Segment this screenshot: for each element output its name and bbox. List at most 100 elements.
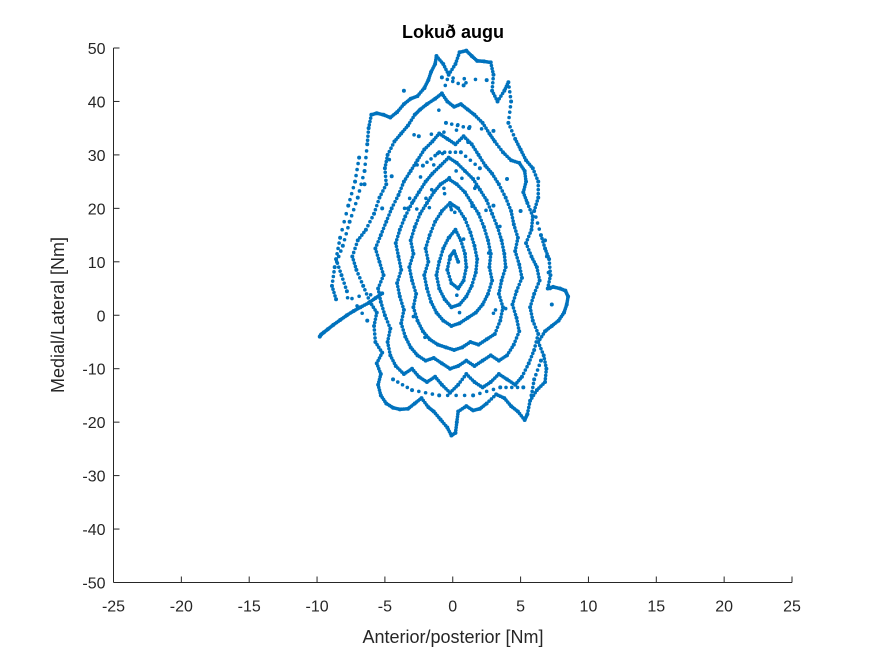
y-tick-label: 40 [88, 94, 106, 111]
trajectory-dot [426, 290, 430, 294]
trajectory-dot [376, 239, 380, 244]
trajectory-dot [442, 243, 447, 248]
trajectory-dot [358, 276, 362, 280]
data-point [517, 262, 522, 267]
data-point [529, 393, 534, 398]
trajectory-dot [424, 196, 428, 201]
trajectory-dot [456, 123, 460, 127]
trajectory-dot [367, 123, 372, 127]
trajectory-dot [516, 286, 520, 290]
trajectory-dot [518, 269, 523, 273]
trajectory-dot [353, 201, 358, 206]
data-point [443, 120, 448, 125]
data-point [475, 257, 480, 262]
data-point [449, 281, 454, 286]
trajectory-dot [531, 351, 535, 356]
trajectory-dot [370, 215, 374, 220]
trajectory-dot [467, 289, 471, 294]
data-point [397, 227, 402, 232]
trajectory-dot [508, 94, 513, 99]
trajectory-dot [446, 261, 451, 265]
trajectory-dot [379, 266, 384, 271]
y-ticks: -50 -40 -30 -20 -10 0 10 20 30 40 50 [82, 41, 120, 593]
trajectory-dot [336, 265, 341, 269]
trajectory-dot [514, 252, 518, 257]
trajectory-dot [534, 340, 539, 344]
trajectory-dot [445, 77, 450, 82]
trajectory-dot [532, 169, 536, 174]
trajectory-dot [531, 257, 535, 261]
data-point [492, 139, 497, 144]
trajectory-dot [409, 258, 414, 263]
trajectory-dot [438, 256, 443, 261]
data-point [439, 75, 444, 80]
trajectory-dot [514, 336, 519, 340]
trajectory-dot [490, 84, 495, 89]
trajectory-dot [342, 219, 346, 224]
trajectory-dot [412, 285, 416, 289]
trajectory-dot [456, 412, 460, 416]
data-point [490, 211, 495, 216]
trajectory-dot [444, 241, 448, 245]
trajectory-dot [547, 280, 551, 284]
trajectory-dot [360, 233, 364, 237]
trajectory-dot [490, 69, 495, 74]
trajectory-dot [352, 261, 357, 265]
trajectory-dot [361, 175, 365, 180]
trajectory-dot [480, 158, 484, 163]
trajectory-dot [348, 197, 352, 202]
trajectory-dot [518, 266, 522, 270]
trajectory-dot [442, 191, 447, 196]
data-point [354, 267, 359, 272]
data-point [332, 265, 337, 270]
trajectory-dot [433, 308, 437, 312]
trajectory-dot [442, 130, 446, 134]
data-point [532, 347, 537, 352]
trajectory-dot [435, 276, 439, 281]
data-point [365, 142, 370, 147]
trajectory-dot [392, 361, 397, 366]
trajectory-dot [497, 231, 502, 236]
trajectory-dot [463, 154, 468, 159]
data-point [429, 299, 434, 304]
trajectory-dot [443, 83, 448, 88]
trajectory-dot [528, 251, 532, 255]
trajectory-dot [499, 298, 503, 303]
trajectory-dot [387, 157, 392, 162]
data-point [514, 315, 519, 320]
data-point [538, 233, 543, 238]
trajectory-dot [536, 191, 541, 196]
trajectory-dot [399, 298, 403, 302]
trajectory-dot [469, 233, 474, 238]
trajectory-dot [463, 272, 467, 276]
data-point [381, 273, 386, 278]
trajectory-dot [513, 292, 518, 297]
trajectory-dot [546, 283, 551, 287]
trajectory-dot [463, 258, 468, 263]
trajectory-dot [526, 247, 531, 252]
data-point [529, 227, 534, 232]
data-point [405, 206, 410, 211]
trajectory-dot [364, 292, 369, 296]
data-point [384, 182, 389, 187]
trajectory-dot [356, 272, 360, 276]
trajectory-dot [395, 234, 400, 239]
trajectory-dot [424, 243, 429, 247]
data-point [532, 377, 537, 382]
trajectory-dot [499, 312, 504, 316]
trajectory-dot [431, 163, 436, 167]
trajectory-dot [510, 345, 514, 350]
trajectory-dot [454, 423, 459, 427]
trajectory-dot [383, 223, 387, 227]
trajectory-dot [499, 94, 503, 98]
y-tick-label: 10 [88, 255, 106, 272]
trajectory-dot [452, 210, 457, 215]
trajectory-dot [377, 293, 382, 298]
trajectory-dot [521, 153, 526, 157]
trajectory-dot [512, 309, 517, 314]
trajectory-dot [448, 70, 453, 74]
trajectory-dot [516, 332, 520, 337]
data-point [491, 72, 496, 77]
data-point [374, 310, 379, 315]
data-point [372, 323, 377, 328]
